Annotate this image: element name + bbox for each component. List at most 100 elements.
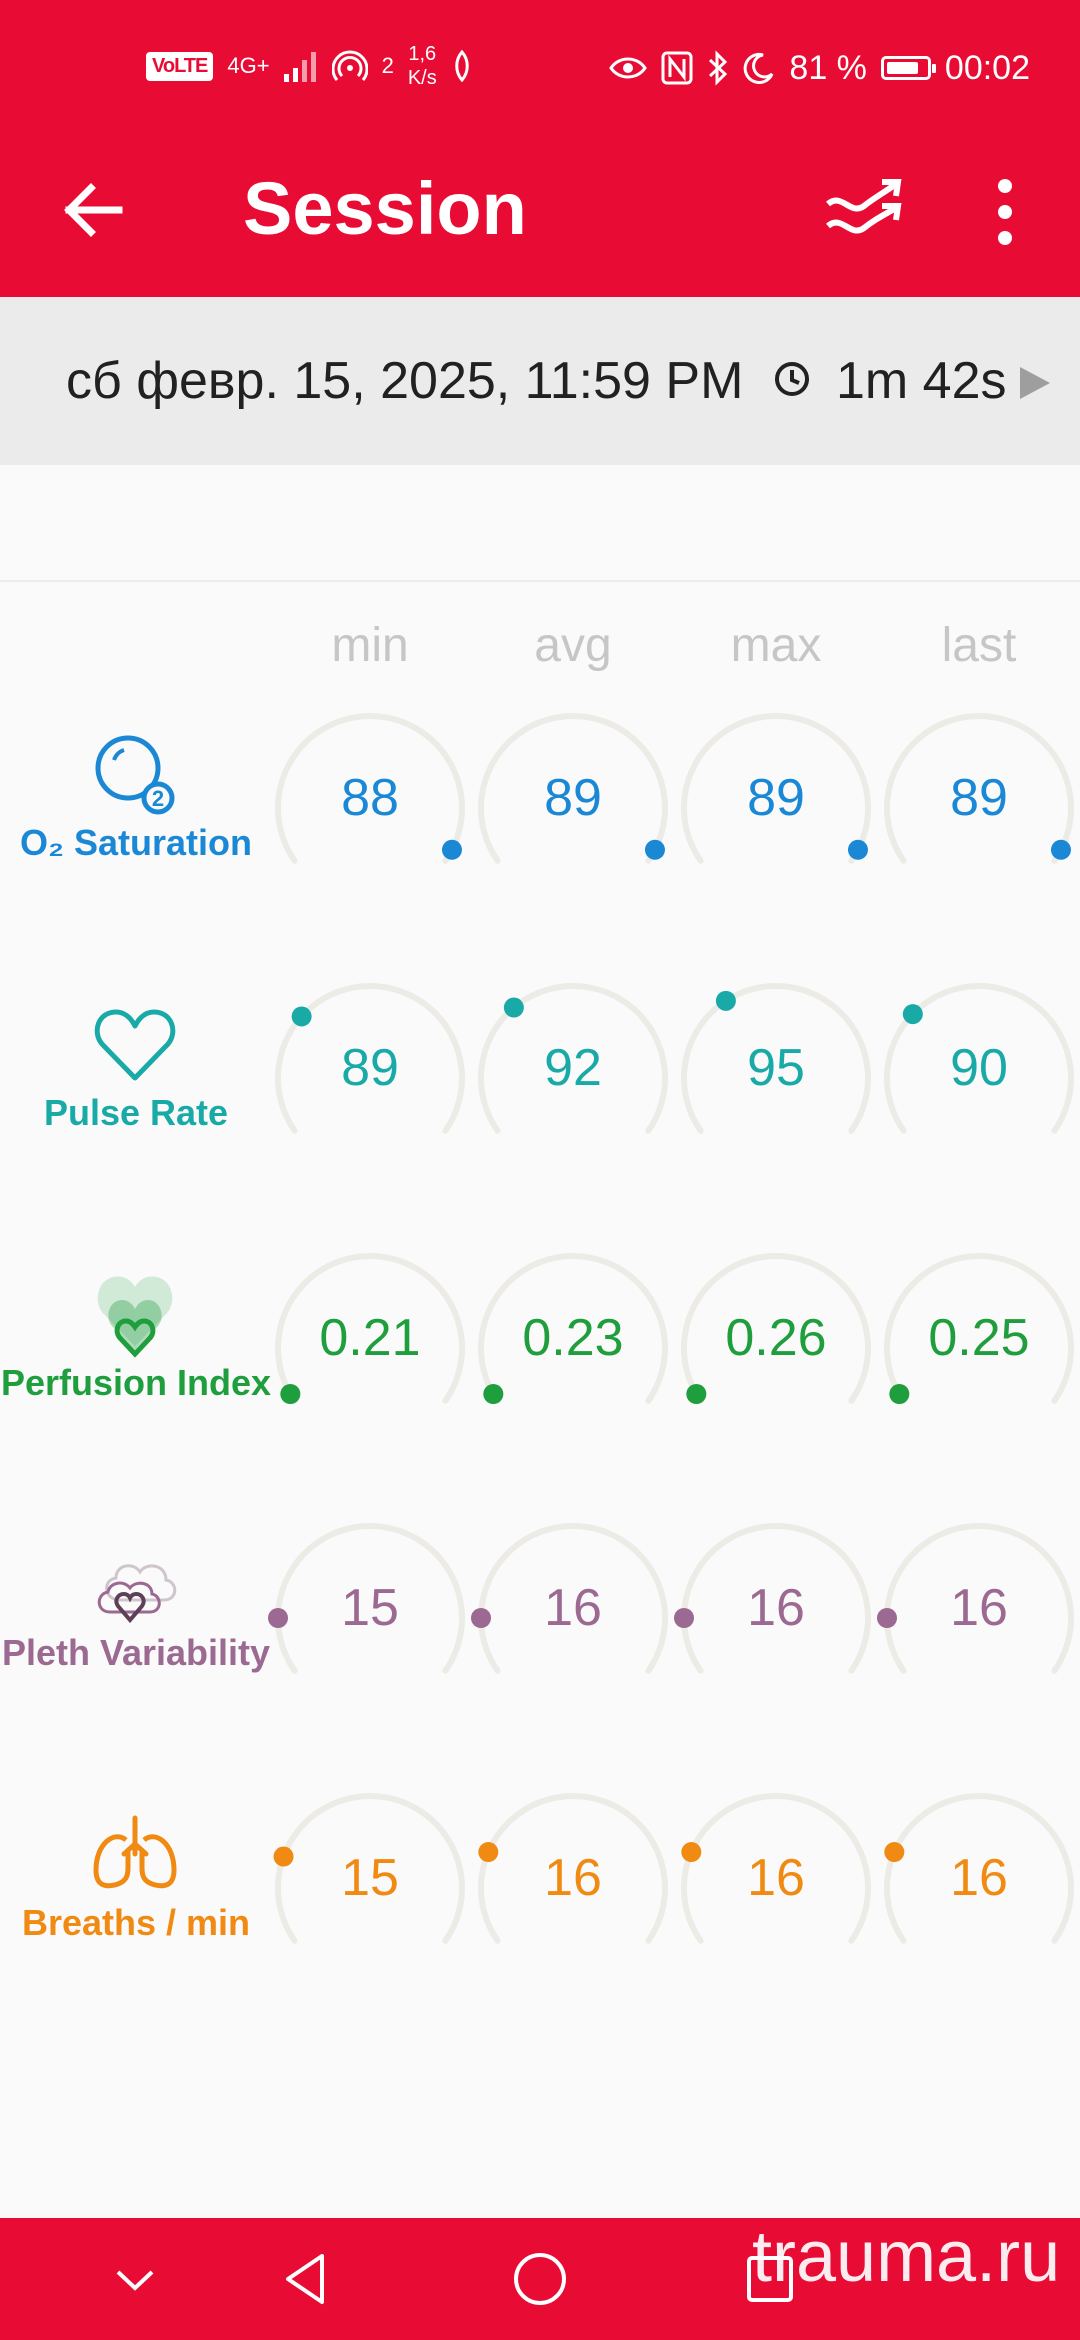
gauge-marker [273,1846,294,1867]
more-options-button[interactable] [975,168,1035,258]
gauge-marker [483,1384,504,1404]
gauge-dial [478,1253,668,1404]
square-recents-icon [747,2256,793,2302]
gauge-dial [681,713,871,864]
play-arrow-icon [1020,367,1050,399]
network-type: 4G+ [227,53,270,78]
gauge-last: 89 [877,710,1080,890]
gauge-max: 16 [674,1520,878,1700]
gauge-track [884,713,1074,864]
gauge-dial [471,1523,668,1674]
trend-button[interactable] [820,168,910,258]
gauge-value: 95 [747,1039,805,1097]
gauge-marker [280,1384,301,1404]
gauge-dial [273,1793,465,1944]
gauge-marker [686,1384,707,1404]
gauge-max: 16 [674,1790,878,1970]
gauge-avg: 92 [471,980,675,1160]
gauge-marker [291,1006,312,1027]
gauge-marker [681,1842,702,1863]
gauge-track [681,1793,871,1944]
gauge-marker [268,1608,288,1628]
column-header-avg: avg [534,619,612,672]
gauge-min: 0.21 [268,1250,472,1430]
column-header-min: min [331,619,409,672]
status-right: 81 % 00:02 [609,40,1030,96]
moon-icon [744,52,774,84]
lungs-icon [90,1810,180,1900]
battery-icon [880,56,936,80]
metric-row: Pleth Variability 15 16 16 16 [0,1500,1080,1770]
gauge-track [275,713,465,864]
gauge-dial [275,713,465,864]
speed-value: 1,6 [408,43,437,65]
gauge-value: 90 [950,1039,1008,1097]
gauge-dial [884,1793,1074,1944]
gauge-value: 16 [950,1579,1008,1637]
hotspot-count: 2 [381,53,394,78]
watermark-text: trauma.ru [752,2217,1061,2297]
metric-row: Breaths / min 15 16 16 16 [0,1770,1080,2040]
metric-label: Perfusion Index [0,1362,272,1403]
gauge-value: 89 [544,769,602,827]
gauge-marker [674,1608,694,1628]
gauge-max: 0.26 [674,1250,878,1430]
gauge-dial [674,1523,871,1674]
gauge-min: 89 [268,980,472,1160]
nav-recents-button[interactable] [735,2244,805,2314]
perfusion-hearts-icon [90,1270,180,1360]
gauge-track [275,1253,465,1404]
gauge-dial [478,1793,668,1944]
gauge-dial [275,983,465,1134]
gauge-last: 0.25 [877,1250,1080,1430]
metric-row: Pulse Rate 89 92 95 90 [0,960,1080,1230]
nav-home-button[interactable] [505,2244,575,2314]
gauge-track [478,983,668,1134]
metric-row: 2 O₂ Saturation 88 89 89 89 [0,690,1080,960]
gauge-value: 16 [544,1579,602,1637]
gauge-avg: 16 [471,1520,675,1700]
gauge-dial [275,1253,465,1404]
clock-icon [775,362,809,396]
pleth-clouds-icon [90,1540,180,1630]
gauge-marker [889,1384,910,1404]
nav-back-button[interactable] [272,2244,342,2314]
nav-collapse-button[interactable] [100,2244,170,2314]
gauge-value: 16 [544,1849,602,1907]
gauge-value: 15 [341,1579,399,1637]
gauge-value: 16 [747,1579,805,1637]
gauge-marker [877,1608,897,1628]
eye-icon [609,57,648,79]
gauge-track [478,1253,668,1404]
speed-unit: K/s [407,67,437,89]
session-datebar: сб февр. 15, 2025, 11:59 PM 1m 42s [0,297,1080,465]
gauge-dial [877,1523,1074,1674]
play-button[interactable] [1014,363,1054,403]
gauge-last: 16 [877,1520,1080,1700]
gauge-track [884,1793,1074,1944]
gauge-value: 16 [747,1849,805,1907]
gauge-avg: 89 [471,710,675,890]
metric-label: Breaths / min [21,1902,251,1943]
gauge-dial [681,1793,871,1944]
hotspot-icon [331,50,368,81]
volte-badge: VoLTE [146,51,214,81]
column-header-max: max [730,619,822,672]
nfc-icon [661,51,693,85]
divider [0,580,1080,582]
gauge-track [884,983,1074,1134]
gauge-marker [884,1842,905,1863]
gauge-track [681,983,871,1134]
gauge-value: 92 [544,1039,602,1097]
circle-home-icon [514,2253,566,2305]
gauge-marker [471,1608,491,1628]
trend-chart-icon [826,179,902,234]
gauge-value: 89 [341,1039,399,1097]
gauge-track [478,713,668,864]
gauge-dial [478,713,668,864]
gauge-dial [681,983,871,1134]
triangle-back-icon [286,2254,324,2304]
heart-icon [90,1000,180,1090]
back-button[interactable] [55,170,135,250]
gauge-value: 0.23 [522,1309,624,1367]
